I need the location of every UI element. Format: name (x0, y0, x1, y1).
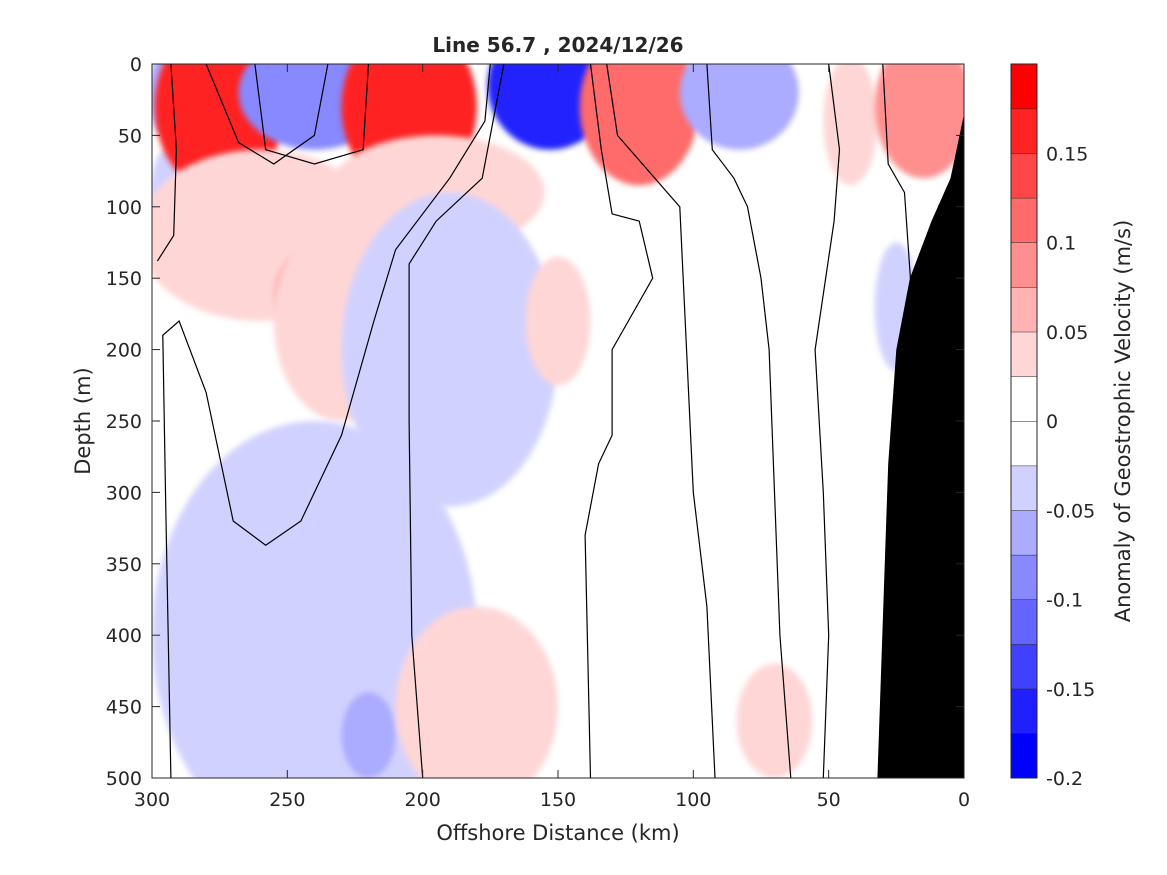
y-tick-label: 50 (118, 125, 142, 147)
colorbar-tick-label: 0.05 (1046, 322, 1088, 344)
colorbar-swatch (1011, 644, 1037, 689)
x-tick-label: 250 (269, 789, 305, 811)
zero-contour-line (162, 64, 491, 778)
colorbar-swatch (1011, 599, 1037, 645)
colorbar-swatch (1011, 331, 1037, 377)
x-tick-label: 50 (817, 789, 841, 811)
field-cell (152, 421, 477, 778)
x-tick-label: 300 (134, 789, 170, 811)
y-axis-ticks: 0 50 100 150 200 250 300 350 400 450 500 (106, 54, 964, 790)
zero-contour-line (814, 64, 841, 778)
colorbar-swatch (1011, 376, 1037, 421)
x-axis-label: Offshore Distance (km) (436, 821, 679, 845)
zero-contour-line (156, 64, 178, 262)
y-tick-label: 400 (106, 625, 142, 647)
y-tick-label: 350 (106, 554, 142, 576)
x-tick-label: 100 (675, 789, 711, 811)
x-tick-label: 200 (405, 789, 441, 811)
colorbar (1010, 63, 1038, 779)
field-cell (341, 692, 396, 778)
y-tick-label: 450 (106, 697, 142, 719)
seafloor (877, 113, 964, 778)
colorbar-swatch (1011, 510, 1037, 555)
field-cell (874, 64, 964, 179)
field-cell (679, 64, 799, 150)
field-cell (487, 64, 613, 150)
colorbar-tick-label: 0.1 (1046, 233, 1076, 255)
zero-contour-line (254, 64, 370, 165)
colorbar-tick-label: -0.05 (1046, 500, 1095, 522)
field-cell (395, 606, 558, 778)
y-tick-label: 100 (106, 197, 142, 219)
colorbar-tick-label: -0.2 (1046, 768, 1083, 790)
y-tick-label: 200 (106, 340, 142, 362)
zero-contour-line (584, 64, 654, 778)
bathymetry-mask (877, 113, 964, 778)
field-cell (823, 64, 878, 186)
x-axis-ticks: 300 250 200 150 100 50 0 (134, 64, 970, 811)
zero-contours (156, 64, 916, 778)
colorbar-tick-label: -0.1 (1046, 590, 1083, 612)
y-tick-label: 0 (130, 54, 142, 76)
colorbar-swatch (1011, 465, 1037, 511)
zero-contour-line (706, 64, 792, 778)
y-tick-label: 500 (106, 768, 142, 790)
colorbar-swatch (1011, 197, 1037, 243)
x-tick-label: 0 (958, 789, 970, 811)
colorbar-swatch (1011, 733, 1037, 778)
field-cell (341, 192, 558, 507)
colorbar-swatch (1011, 421, 1037, 466)
y-axis-label: Depth (m) (71, 367, 95, 474)
y-tick-label: 150 (106, 268, 142, 290)
y-tick-label: 300 (106, 482, 142, 504)
x-tick-label: 150 (540, 789, 576, 811)
y-tick-label: 250 (106, 411, 142, 433)
colorbar-swatch (1011, 108, 1037, 154)
zero-contour-line (408, 64, 505, 778)
zero-contour-line (606, 64, 716, 778)
colorbar-swatch (1011, 554, 1037, 600)
colorbar-label: Anomaly of Geostrophic Velocity (m/s) (1111, 220, 1135, 623)
field-cell (525, 256, 591, 386)
chart-title: Line 56.7 , 2024/12/26 (432, 33, 683, 57)
colorbar-swatch (1011, 64, 1037, 109)
colorbar-frame (1010, 63, 1038, 779)
colorbar-swatch (1011, 153, 1037, 198)
colorbar-swatch (1011, 688, 1037, 734)
colorbar-tick-label: 0 (1046, 411, 1058, 433)
velocity-anomaly-field (152, 64, 964, 778)
colorbar-swatch (1011, 242, 1037, 288)
colorbar-ticks: 0.15 0.1 0.05 0 -0.05 -0.1 -0.15 -0.2 (1046, 143, 1095, 790)
field-cell (579, 64, 699, 186)
zero-contour-line (205, 64, 329, 165)
field-cell (736, 663, 813, 778)
colorbar-tick-label: -0.15 (1046, 679, 1095, 701)
colorbar-swatch (1011, 287, 1037, 332)
colorbar-tick-label: 0.15 (1046, 143, 1088, 165)
